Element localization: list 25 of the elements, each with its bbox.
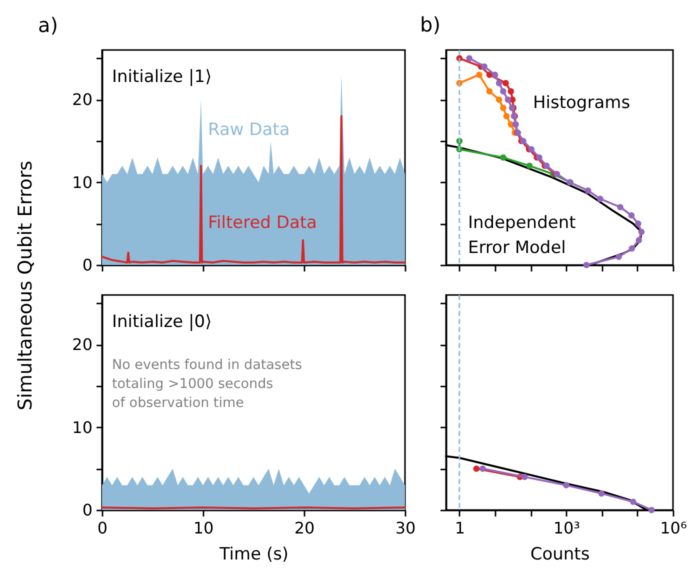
- x-axis-title: Time (s): [218, 544, 289, 564]
- annotation: No events found in datasets totaling >1000 seconds of observation time: [112, 357, 302, 411]
- y-axis-title: Simultaneous Qubit Errors: [14, 160, 36, 410]
- annotation: Initialize |1⟩: [112, 67, 212, 87]
- y-tick-label: 10: [72, 172, 92, 192]
- x-tick-label: 20: [294, 518, 315, 538]
- x-tick-label: 10⁶: [660, 518, 687, 538]
- x-tick-label: 0: [97, 518, 108, 538]
- x-tick-label: 10: [193, 518, 214, 538]
- y-tick-label: 20: [72, 335, 92, 354]
- annotation: Histograms: [533, 93, 630, 113]
- y-tick-label: 0: [82, 500, 92, 520]
- y-tick-label: 0: [82, 256, 92, 274]
- series-label: Independent Error Model: [468, 213, 576, 258]
- series-label: Filtered Data: [208, 213, 317, 233]
- x-axis-title: Counts: [530, 544, 590, 564]
- chart-title: b): [420, 12, 440, 36]
- x-tick-label: 30: [395, 518, 416, 538]
- series-label: Raw Data: [208, 120, 290, 140]
- annotation: Initialize |0⟩: [112, 312, 212, 332]
- x-tick-label: 10³: [553, 518, 580, 538]
- chart-title: a): [38, 13, 58, 37]
- y-tick-label: 10: [72, 418, 92, 437]
- y-tick-label: 20: [72, 90, 92, 110]
- x-tick-label: 1: [454, 518, 466, 538]
